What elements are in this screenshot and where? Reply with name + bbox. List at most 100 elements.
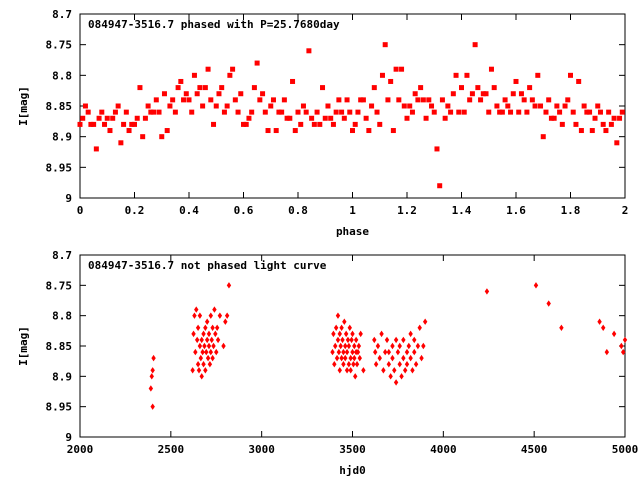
y-tick-label: 8.95: [46, 161, 73, 174]
data-point: [343, 354, 348, 362]
data-point: [336, 348, 342, 356]
data-point: [399, 66, 405, 72]
data-point: [587, 109, 593, 115]
data-point: [486, 109, 492, 115]
data-point: [412, 336, 417, 344]
x-tick-label: 2000: [67, 443, 94, 456]
data-point: [346, 342, 352, 350]
data-point: [355, 109, 361, 115]
data-point: [576, 78, 582, 84]
data-point: [322, 115, 328, 121]
data-point: [344, 97, 350, 103]
data-point: [354, 361, 360, 368]
data-point: [99, 109, 105, 115]
data-point: [331, 330, 336, 338]
data-point: [249, 109, 255, 115]
data-point: [217, 312, 223, 319]
data-point: [243, 121, 249, 127]
data-point: [276, 109, 282, 115]
data-point: [190, 367, 195, 374]
data-point: [191, 330, 196, 338]
data-point: [214, 348, 219, 356]
data-point: [82, 103, 88, 109]
x-tick-label: 1.2: [397, 204, 417, 217]
data-point: [227, 72, 233, 78]
data-point: [529, 97, 535, 103]
data-point: [396, 97, 402, 103]
data-point: [137, 85, 143, 91]
data-point: [193, 348, 198, 356]
data-point: [199, 373, 204, 380]
y-tick-label: 8.85: [46, 340, 73, 353]
data-point: [216, 91, 222, 97]
data-point: [350, 330, 355, 338]
y-tick-label: 8.9: [52, 131, 72, 144]
data-point: [314, 109, 320, 115]
data-point: [202, 85, 208, 91]
data-point: [578, 128, 584, 134]
x-tick-label: 0.6: [234, 204, 254, 217]
data-point: [488, 66, 494, 72]
data-point: [347, 324, 352, 331]
data-point: [356, 342, 362, 350]
data-point: [298, 121, 304, 127]
data-point: [597, 109, 603, 115]
data-point: [475, 85, 481, 91]
data-point: [268, 103, 274, 109]
data-point: [273, 128, 279, 134]
data-point: [145, 103, 151, 109]
data-point: [604, 348, 610, 356]
data-point: [333, 342, 338, 350]
data-point: [206, 342, 212, 350]
data-point: [123, 109, 129, 115]
data-point: [502, 97, 508, 103]
data-point: [153, 97, 159, 103]
data-point: [194, 91, 200, 97]
data-point: [161, 91, 167, 97]
data-point: [346, 361, 352, 368]
data-point: [390, 128, 396, 134]
data-point: [401, 336, 406, 344]
data-point: [348, 354, 353, 362]
data-point: [592, 115, 598, 121]
data-point: [516, 109, 522, 115]
data-point: [360, 97, 366, 103]
data-point: [543, 109, 549, 115]
data-point: [377, 354, 382, 362]
data-point: [467, 97, 473, 103]
data-point: [287, 115, 293, 121]
data-point: [197, 342, 203, 350]
data-points: [148, 282, 628, 410]
data-point: [333, 324, 339, 331]
data-point: [192, 312, 197, 319]
data-point: [230, 66, 236, 72]
data-point: [260, 91, 266, 97]
data-point: [358, 330, 363, 338]
data-point: [201, 330, 206, 338]
data-point: [379, 72, 385, 78]
data-point: [603, 128, 609, 134]
data-point: [300, 103, 306, 109]
data-point: [559, 324, 564, 331]
data-point: [377, 121, 383, 127]
data-point: [546, 300, 551, 307]
data-point: [408, 330, 413, 338]
data-point: [397, 361, 402, 368]
data-point: [345, 336, 351, 344]
data-point: [85, 109, 91, 115]
data-point: [415, 97, 421, 103]
data-point: [352, 121, 358, 127]
data-point: [330, 121, 336, 127]
data-point: [382, 42, 388, 48]
data-point: [384, 336, 390, 344]
data-point: [203, 324, 208, 331]
data-point: [208, 97, 214, 103]
x-tick-label: 1.6: [506, 204, 526, 217]
data-point: [548, 115, 554, 121]
data-point: [423, 115, 429, 121]
data-point: [484, 288, 490, 295]
data-point: [341, 348, 346, 356]
data-point: [343, 330, 349, 338]
data-point: [186, 97, 192, 103]
data-point: [210, 324, 215, 331]
